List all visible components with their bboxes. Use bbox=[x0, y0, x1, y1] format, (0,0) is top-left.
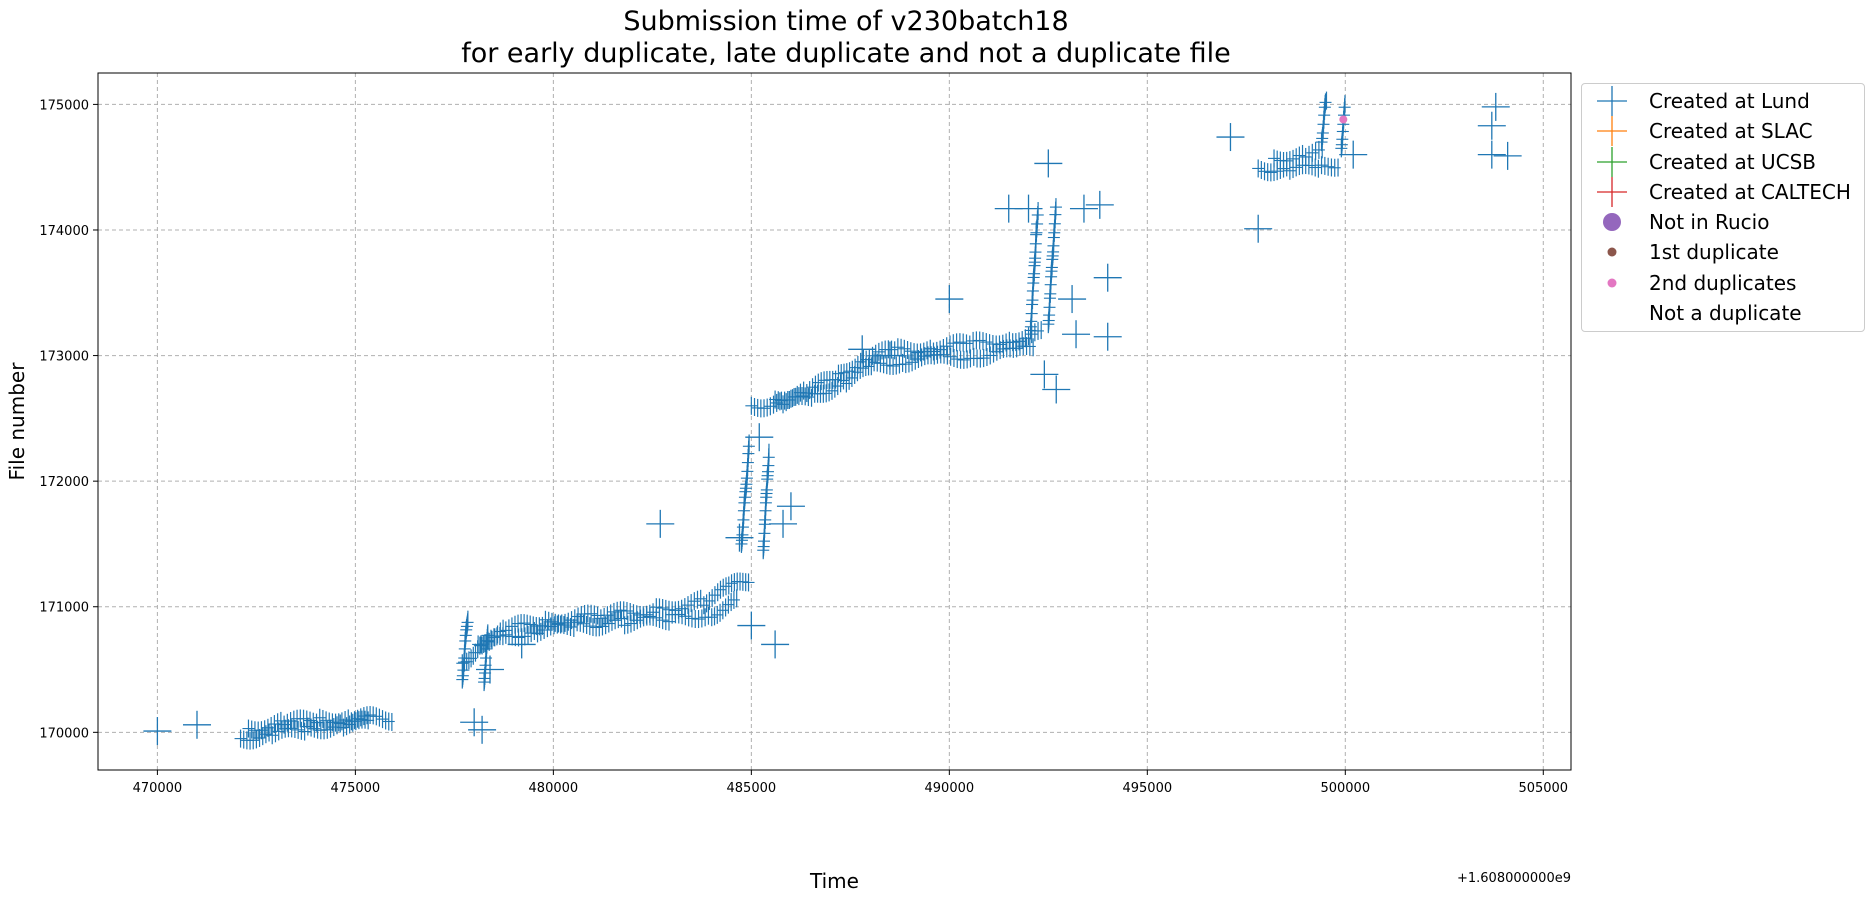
legend-item: Not in Rucio bbox=[1582, 207, 1864, 237]
x-tick-label: 505000 bbox=[1518, 781, 1568, 796]
legend-marker bbox=[1603, 213, 1621, 232]
data-point bbox=[745, 423, 774, 452]
chart-title: Submission time of v230batch18 bbox=[623, 6, 1069, 37]
data-point bbox=[737, 611, 766, 640]
data-point bbox=[1244, 214, 1273, 243]
data-point bbox=[1042, 375, 1071, 404]
x-tick-label: 490000 bbox=[925, 781, 975, 796]
data-point bbox=[1477, 140, 1506, 169]
legend-label: Created at Lund bbox=[1649, 89, 1810, 113]
x-tick-label: 495000 bbox=[1122, 781, 1172, 796]
data-point bbox=[1493, 141, 1522, 170]
data-point bbox=[1216, 123, 1245, 152]
data-point bbox=[1339, 140, 1368, 169]
legend-marker bbox=[1597, 146, 1627, 177]
data-point bbox=[1034, 149, 1063, 178]
data-point bbox=[1030, 360, 1059, 389]
legend-item: Created at SLAC bbox=[1582, 116, 1864, 147]
data-point bbox=[1093, 322, 1122, 351]
data-point bbox=[1069, 194, 1098, 223]
legend-marker bbox=[1597, 116, 1627, 147]
data-point bbox=[468, 715, 497, 744]
legend-label: Created at UCSB bbox=[1649, 149, 1816, 174]
data-point bbox=[761, 630, 790, 659]
legend: Created at Lund Created at SLAC Created at… bbox=[1581, 83, 1865, 332]
y-tick-label: 173000 bbox=[39, 350, 89, 365]
legend-label: Created at CALTECH bbox=[1649, 179, 1851, 204]
y-tick-label: 172000 bbox=[39, 475, 89, 490]
x-tick-label: 475000 bbox=[331, 781, 381, 796]
legend-item: Created at UCSB bbox=[1582, 146, 1864, 177]
data-point bbox=[1085, 190, 1114, 219]
legend-marker bbox=[1607, 278, 1617, 288]
legend-label: Not in Rucio bbox=[1649, 210, 1770, 235]
data-point bbox=[1093, 263, 1122, 292]
legend-item: 1st duplicate bbox=[1582, 237, 1864, 267]
data-layer bbox=[143, 91, 1522, 750]
data-point bbox=[1481, 92, 1510, 121]
x-tick-label: 470000 bbox=[133, 781, 183, 796]
y-tick-label: 171000 bbox=[39, 601, 89, 616]
data-point bbox=[476, 655, 505, 684]
plot-frame bbox=[97, 72, 1572, 771]
data-point bbox=[725, 523, 754, 552]
data-point bbox=[460, 708, 489, 737]
data-point bbox=[1062, 320, 1091, 349]
data-point bbox=[848, 335, 877, 364]
data-point bbox=[1014, 194, 1043, 223]
legend-label: Not a duplicate bbox=[1649, 301, 1802, 326]
x-axis-offset-label: +1.608000000e9 bbox=[1457, 871, 1571, 886]
legend-marker bbox=[1607, 247, 1617, 257]
legend-marker bbox=[1597, 86, 1627, 116]
legend-label: 1st duplicate bbox=[1649, 240, 1779, 265]
grid-layer bbox=[98, 73, 1571, 770]
y-tick-label: 170000 bbox=[39, 726, 89, 741]
legend-marker bbox=[1582, 298, 1642, 328]
data-point bbox=[875, 341, 904, 370]
legend-label: 2nd duplicates bbox=[1649, 270, 1797, 295]
x-tick-label: 480000 bbox=[529, 781, 579, 796]
legend-marker bbox=[1597, 176, 1627, 207]
legend-item: Not a duplicate bbox=[1582, 298, 1864, 328]
data-point bbox=[1339, 115, 1348, 124]
legend-item: Created at Lund bbox=[1582, 86, 1864, 116]
data-point bbox=[1477, 111, 1506, 140]
data-point bbox=[776, 492, 805, 521]
data-point bbox=[935, 285, 964, 314]
data-point bbox=[182, 710, 211, 739]
data-point bbox=[769, 509, 798, 538]
legend-item: 2nd duplicates bbox=[1582, 268, 1864, 298]
data-point bbox=[507, 630, 536, 659]
chart-subtitle: for early duplicate, late duplicate and … bbox=[461, 38, 1231, 69]
x-tick-label: 500000 bbox=[1320, 781, 1370, 796]
y-tick-label: 175000 bbox=[39, 98, 89, 113]
data-point bbox=[143, 717, 172, 746]
y-tick-label: 174000 bbox=[39, 224, 89, 239]
x-axis-label: Time bbox=[809, 869, 859, 893]
x-tick-label: 485000 bbox=[727, 781, 777, 796]
y-axis-label: File number bbox=[5, 362, 29, 481]
tick-layer: 470000 475000 480000 485000 490000 495000 5000… bbox=[39, 98, 1568, 796]
data-point bbox=[1058, 285, 1087, 314]
legend-item: Created at CALTECH bbox=[1582, 176, 1864, 207]
legend-label: Created at SLAC bbox=[1649, 119, 1813, 144]
data-point bbox=[646, 509, 675, 538]
